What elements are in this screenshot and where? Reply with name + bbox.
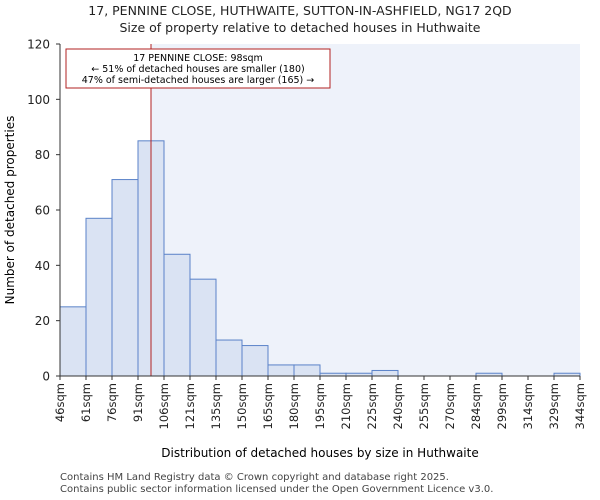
- x-tick-label: 284sqm: [469, 383, 483, 429]
- x-tick-label: 150sqm: [235, 383, 249, 429]
- x-tick-label: 344sqm: [573, 383, 587, 429]
- x-tick-label: 255sqm: [417, 383, 431, 429]
- x-tick-label: 91sqm: [131, 383, 145, 422]
- highlight-region: [151, 44, 580, 376]
- y-tick-label: 0: [42, 370, 50, 384]
- footer-line-1: Contains HM Land Registry data © Crown c…: [60, 472, 449, 483]
- y-tick-label: 20: [35, 314, 50, 328]
- annotation-box: [65, 48, 331, 89]
- histogram-bar: [163, 253, 191, 377]
- x-tick-label: 270sqm: [443, 383, 457, 429]
- annotation-line-1: 17 PENNINE CLOSE: 98sqm: [133, 53, 263, 64]
- histogram-bar: [293, 364, 321, 377]
- x-tick-label: 180sqm: [287, 383, 301, 429]
- x-tick-label: 165sqm: [261, 383, 275, 429]
- y-axis-label: Number of detached properties: [3, 116, 17, 305]
- x-tick-label: 76sqm: [105, 383, 119, 422]
- histogram-bar: [59, 306, 87, 377]
- histogram-chart: 17 PENNINE CLOSE: 98sqm ← 51% of detache…: [3, 38, 587, 461]
- x-tick-label: 314sqm: [521, 383, 535, 429]
- x-tick-label: 225sqm: [365, 383, 379, 429]
- x-axis-label: Distribution of detached houses by size …: [161, 446, 478, 460]
- y-tick-label: 100: [27, 93, 50, 107]
- chart-title: 17, PENNINE CLOSE, HUTHWAITE, SUTTON-IN-…: [88, 3, 512, 18]
- y-tick-label: 40: [35, 259, 50, 273]
- histogram-bar: [215, 339, 243, 377]
- x-tick-label: 135sqm: [209, 383, 223, 429]
- x-tick-label: 46sqm: [53, 383, 67, 422]
- x-tick-label: 106sqm: [157, 383, 171, 429]
- x-tick-label: 240sqm: [391, 383, 405, 429]
- x-tick-label: 210sqm: [339, 383, 353, 429]
- x-tick-label: 195sqm: [313, 383, 327, 429]
- x-tick-label: 61sqm: [79, 383, 93, 422]
- x-tick-label: 329sqm: [547, 383, 561, 429]
- histogram-bar: [241, 345, 269, 377]
- y-tick-label: 60: [35, 204, 50, 218]
- marker-annotation: 17 PENNINE CLOSE: 98sqm ← 51% of detache…: [65, 48, 331, 89]
- annotation-line-2: ← 51% of detached houses are smaller (18…: [91, 64, 304, 75]
- histogram-bar: [85, 217, 113, 377]
- x-tick-label: 121sqm: [183, 383, 197, 429]
- histogram-bar: [189, 278, 217, 377]
- chart-subtitle: Size of property relative to detached ho…: [119, 20, 481, 35]
- annotation-line-3: 47% of semi-detached houses are larger (…: [82, 75, 315, 86]
- x-axis: 46sqm 61sqm 76sqm 91sqm 106sqm 121sqm 135sqm 15…: [53, 375, 587, 429]
- histogram-bar: [111, 179, 139, 377]
- footer-line-2: Contains public sector information licen…: [60, 484, 494, 495]
- x-tick-label: 299sqm: [495, 383, 509, 429]
- histogram-bar: [267, 364, 295, 377]
- histogram-bar: [371, 369, 399, 377]
- y-tick-label: 80: [35, 148, 50, 162]
- y-axis: 0 20 40 60 80 100 120: [27, 38, 61, 384]
- y-tick-label: 120: [27, 38, 50, 52]
